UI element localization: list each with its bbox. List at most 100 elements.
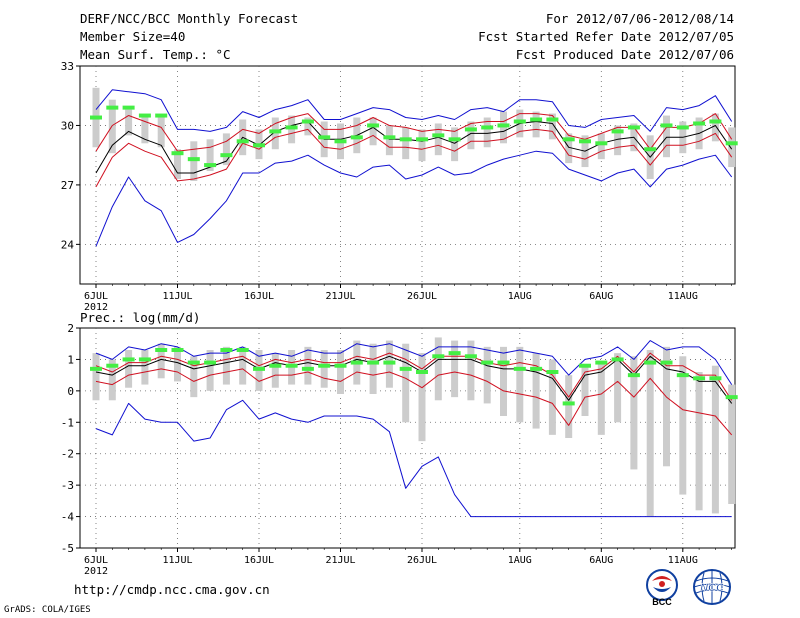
bcc-logo: BCC bbox=[646, 569, 678, 607]
precipitation-range-bar bbox=[581, 365, 589, 416]
precipitation-line-max bbox=[95, 340, 733, 385]
temperature-observed-mark bbox=[562, 137, 575, 142]
precipitation-range-bar bbox=[548, 359, 556, 435]
precipitation-observed-mark bbox=[334, 363, 347, 368]
temperature-range-bar bbox=[402, 127, 410, 160]
precipitation-ytick-label: -3 bbox=[61, 479, 74, 492]
temperature-ytick-label: 27 bbox=[61, 179, 74, 192]
temperature-xtick-label: 11AUG bbox=[668, 291, 698, 302]
temperature-observed-mark bbox=[269, 129, 282, 134]
precipitation-observed-mark bbox=[106, 363, 119, 368]
precip-title: Prec.: log(mm/d) bbox=[80, 310, 200, 325]
temperature-range-bar bbox=[418, 129, 426, 162]
temperature-observed-mark bbox=[481, 125, 494, 130]
temperature-range-bar bbox=[174, 149, 181, 179]
precipitation-xtick-label: 11AUG bbox=[668, 555, 698, 566]
precipitation-observed-mark bbox=[350, 360, 363, 365]
precipitation-range-bar bbox=[222, 346, 230, 385]
temperature-observed-mark bbox=[253, 143, 265, 148]
temperature-observed-mark bbox=[236, 139, 249, 144]
precipitation-observed-mark bbox=[171, 348, 184, 352]
precipitation-range-bar bbox=[304, 346, 312, 385]
header-member-size: Member Size=40 bbox=[80, 29, 186, 44]
precipitation-xtick-label: 26JUL bbox=[407, 555, 437, 566]
temperature-observed-mark bbox=[187, 157, 200, 162]
temperature-range-bar bbox=[125, 109, 133, 136]
temperature-observed-mark bbox=[448, 137, 461, 142]
footer-url[interactable]: http://cmdp.ncc.cma.gov.cn bbox=[74, 582, 270, 597]
temperature-observed-mark bbox=[579, 139, 591, 144]
temperature-observed-mark bbox=[106, 105, 119, 110]
temperature-observed-mark bbox=[171, 151, 184, 156]
precipitation-range-bar bbox=[451, 340, 459, 398]
precipitation-observed-mark bbox=[562, 401, 575, 406]
precipitation-xtick-label: 6JUL bbox=[84, 555, 108, 566]
ncc-logo: NCC bbox=[693, 569, 731, 605]
precipitation-range-bar bbox=[663, 346, 670, 467]
precipitation-range-bar bbox=[369, 343, 377, 394]
header-start-date: Fcst Started Refer Date 2012/07/05 bbox=[478, 29, 734, 44]
temperature-observed-mark bbox=[546, 117, 559, 122]
precipitation-line-lower bbox=[95, 368, 733, 436]
precipitation-observed-mark bbox=[693, 376, 706, 381]
temperature-observed-mark bbox=[204, 163, 217, 168]
precipitation-observed-mark bbox=[187, 360, 200, 365]
temperature-xtick-label: 6AUG bbox=[589, 291, 613, 302]
temperature-observed-mark bbox=[530, 117, 543, 122]
precipitation-observed-mark bbox=[220, 348, 233, 352]
temperature-range-bar bbox=[483, 117, 491, 148]
temperature-range-bar bbox=[663, 115, 670, 158]
precipitation-observed-mark bbox=[122, 357, 135, 362]
temperature-observed-mark bbox=[285, 125, 298, 130]
temperature-range-bar bbox=[728, 127, 736, 168]
precipitation-observed-mark bbox=[611, 357, 624, 362]
precipitation-line-min bbox=[95, 399, 732, 518]
temperature-observed-mark bbox=[627, 125, 640, 130]
temperature-xtick-label: 1AUG bbox=[508, 291, 532, 302]
precipitation-observed-mark bbox=[709, 376, 722, 381]
precipitation-observed-mark bbox=[416, 370, 428, 374]
temperature-range-bar bbox=[369, 117, 377, 146]
precipitation-range-bar bbox=[679, 356, 687, 495]
precipitation-xtick-label: 21JUL bbox=[325, 555, 355, 566]
temperature-range-bar bbox=[614, 125, 622, 156]
precipitation-range-bar bbox=[108, 359, 116, 401]
temperature-ytick-label: 33 bbox=[61, 60, 74, 73]
precipitation-observed-mark bbox=[285, 363, 298, 368]
precipitation-range-bar bbox=[695, 372, 703, 511]
temperature-line-upper bbox=[95, 113, 733, 152]
precipitation-observed-mark bbox=[301, 366, 314, 371]
temperature-observed-mark bbox=[367, 123, 380, 128]
precipitation-ytick-label: -4 bbox=[61, 511, 75, 524]
precipitation-range-bar bbox=[206, 350, 214, 391]
precipitation-xtick-label: 16JUL bbox=[244, 555, 274, 566]
temperature-observed-mark bbox=[676, 125, 689, 130]
temperature-observed-mark bbox=[416, 137, 428, 142]
precipitation-range-bar bbox=[271, 353, 279, 388]
temperature-xtick-label: 11JUL bbox=[162, 291, 192, 302]
precipitation-ytick-label: 2 bbox=[67, 322, 74, 335]
svg-text:BCC: BCC bbox=[652, 597, 672, 607]
precipitation-observed-mark bbox=[497, 360, 510, 365]
temperature-range-bar bbox=[108, 99, 116, 154]
precipitation-observed-mark bbox=[627, 373, 640, 378]
header-variable: Mean Surf. Temp.: °C bbox=[80, 47, 231, 62]
precipitation-range-bar bbox=[711, 365, 719, 514]
precipitation-range-bar bbox=[239, 346, 247, 385]
precipitation-range-bar bbox=[532, 353, 540, 429]
temperature-ytick-label: 24 bbox=[61, 238, 75, 251]
precipitation-range-bar bbox=[320, 350, 328, 388]
temperature-plot-frame bbox=[79, 65, 736, 285]
precipitation-ytick-label: -1 bbox=[61, 416, 74, 429]
precipitation-range-bar bbox=[614, 353, 622, 423]
precipitation-range-bar bbox=[516, 346, 524, 423]
temperature-range-bar bbox=[206, 139, 214, 172]
precipitation-range-bar bbox=[630, 356, 638, 470]
precipitation-observed-mark bbox=[138, 357, 151, 362]
temperature-line-lower bbox=[95, 128, 733, 188]
precipitation-observed-mark bbox=[367, 360, 380, 365]
precipitation-range-bar bbox=[646, 350, 654, 517]
temperature-observed-mark bbox=[693, 121, 706, 126]
temperature-observed-mark bbox=[301, 119, 314, 124]
precipitation-xtick-label: 6AUG bbox=[589, 555, 613, 566]
